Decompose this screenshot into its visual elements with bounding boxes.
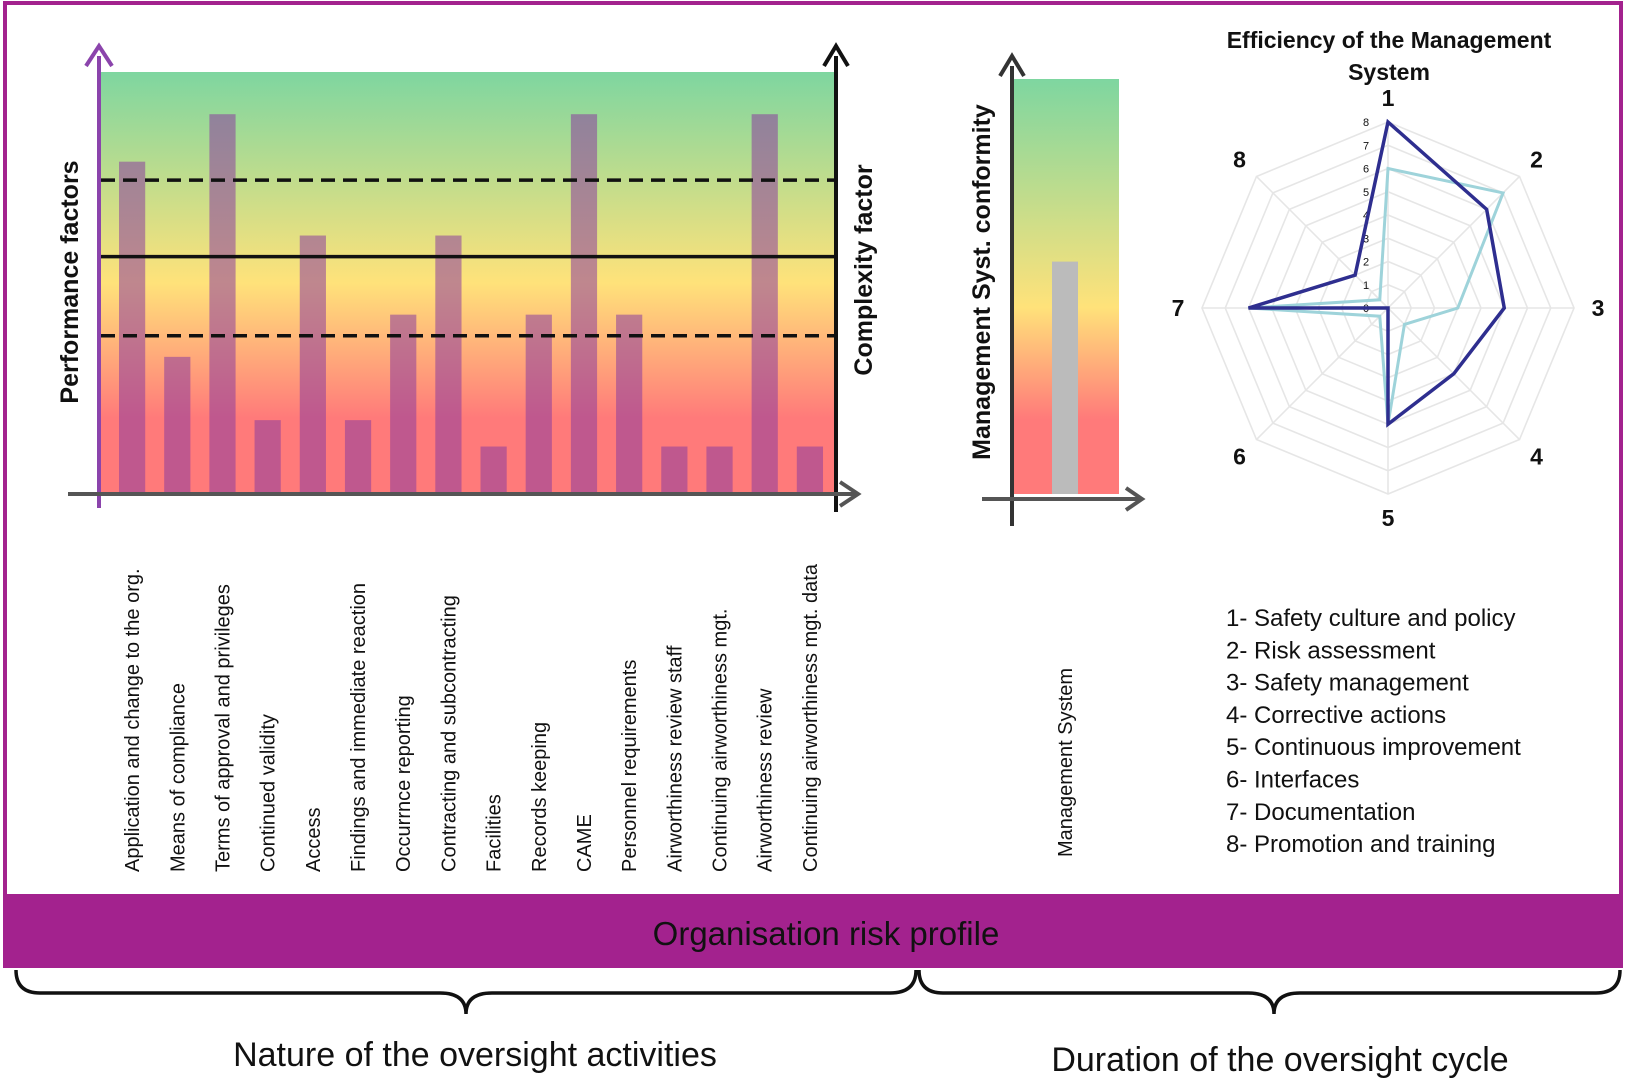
category-label-16: Continuing airworthiness mgt. data — [800, 563, 822, 872]
radar-tick-6: 6 — [1363, 164, 1369, 176]
radar-legend-item-8: 8- Promotion and training — [1226, 831, 1495, 858]
category-label-11: CAME — [574, 814, 596, 872]
complexity-axis-label: Complexity factor — [850, 164, 878, 375]
radar-tick-1: 1 — [1363, 280, 1369, 292]
management-system-label: Management System — [1055, 668, 1077, 857]
radar-legend-item-7: 7- Documentation — [1226, 799, 1415, 826]
bar-4 — [254, 420, 281, 494]
radar-title-line-1: Efficiency of the Management — [1227, 27, 1552, 53]
radar-tick-2: 2 — [1363, 257, 1369, 269]
footer-right-label: Duration of the oversight cycle — [1051, 1041, 1508, 1079]
performance-axis-label: Performance factors — [56, 160, 84, 403]
bar-3 — [209, 114, 236, 494]
radar-axis-label-6: 6 — [1233, 443, 1246, 469]
radar-axis-label-8: 8 — [1233, 147, 1246, 173]
radar-legend-item-4: 4- Corrective actions — [1226, 702, 1446, 729]
management-conformity-chart: Management Syst. conformity Management S… — [968, 52, 1146, 857]
radar-tick-3: 3 — [1363, 233, 1369, 245]
right-brace — [917, 969, 1622, 1015]
category-label-15: Airworthiness review — [755, 688, 777, 872]
bar-2 — [164, 356, 191, 494]
category-label-12: Personnel requirements — [619, 660, 641, 872]
performance-bars — [119, 114, 824, 495]
bar-5 — [299, 235, 326, 494]
radar-legend-item-3: 3- Safety management — [1226, 670, 1469, 697]
radar-chart: Efficiency of the Management System 1 2 3 4… — [1172, 27, 1605, 858]
footer-left-label: Nature of the oversight activities — [233, 1036, 717, 1074]
radar-legend: 1- Safety culture and policy 2- Risk asse… — [1226, 605, 1521, 858]
bar-14 — [706, 446, 733, 494]
radar-legend-item-6: 6- Interfaces — [1226, 767, 1359, 794]
reference-lines — [101, 178, 834, 338]
radar-legend-item-1: 1- Safety culture and policy — [1226, 605, 1516, 632]
radar-spoke-2 — [1387, 175, 1521, 309]
conformity-axis-label: Management Syst. conformity — [968, 104, 996, 460]
radar-tick-7: 7 — [1363, 140, 1369, 152]
bar-9 — [480, 446, 507, 494]
conformity-x-axis-arrow — [1124, 486, 1146, 512]
bar-16 — [796, 446, 824, 494]
radar-series-1 — [1247, 118, 1507, 428]
radar-axis-label-5: 5 — [1382, 505, 1395, 531]
radar-spoke-6 — [1255, 307, 1389, 441]
category-label-14: Continuing airworthiness mgt. — [710, 609, 732, 872]
bar-13 — [661, 446, 688, 494]
bar-11 — [570, 114, 598, 494]
performance-chart: Performance factors Complexity factor Ap… — [56, 42, 878, 872]
radar-title-line-2: System — [1348, 59, 1430, 85]
x-axis-arrow — [838, 480, 862, 508]
radar-axis-label-2: 2 — [1530, 147, 1543, 173]
category-label-8: Contracting and subcontracting — [438, 595, 460, 872]
radar-axis-label-7: 7 — [1172, 295, 1185, 321]
banner — [5, 894, 1621, 966]
radar-legend-item-5: 5- Continuous improvement — [1226, 734, 1521, 761]
bar-12 — [616, 314, 643, 494]
category-label-7: Occurrnce reporting — [393, 695, 415, 872]
category-label-1: Application and change to the org. — [122, 568, 144, 872]
radar-tick-4: 4 — [1363, 210, 1369, 222]
radar-axis-label-3: 3 — [1592, 295, 1605, 321]
radar-tick-5: 5 — [1363, 187, 1369, 199]
radar-tick-8: 8 — [1363, 117, 1369, 129]
radar-spoke-8 — [1255, 175, 1389, 309]
category-label-4: Continued validity — [258, 714, 280, 872]
bar-8 — [435, 235, 462, 494]
bar-6 — [344, 420, 372, 494]
category-labels: Application and change to the org. Means … — [122, 563, 822, 872]
category-label-2: Means of compliance — [167, 683, 189, 872]
category-label-9: Facilities — [484, 794, 506, 872]
left-brace — [14, 969, 918, 1015]
management-system-bar — [1052, 261, 1078, 494]
bar-7 — [390, 314, 417, 494]
banner-text: Organisation risk profile — [653, 915, 1000, 952]
complexity-axis-arrow — [822, 42, 850, 68]
bar-15 — [751, 114, 778, 494]
category-label-13: Airworthiness review staff — [664, 645, 686, 872]
category-label-10: Records keeping — [529, 722, 551, 872]
radar-axis-label-4: 4 — [1530, 443, 1543, 469]
bar-1 — [119, 161, 146, 495]
radar-axis-label-1: 1 — [1382, 85, 1395, 111]
category-label-6: Findings and immediate reaction — [348, 583, 370, 872]
conformity-axis-arrow — [998, 52, 1026, 78]
category-label-3: Terms of approval and privileges — [212, 584, 234, 872]
bar-10 — [525, 314, 552, 494]
category-label-5: Access — [303, 808, 325, 872]
radar-legend-item-2: 2- Risk assessment — [1226, 637, 1436, 664]
performance-axis-arrow — [84, 42, 114, 68]
